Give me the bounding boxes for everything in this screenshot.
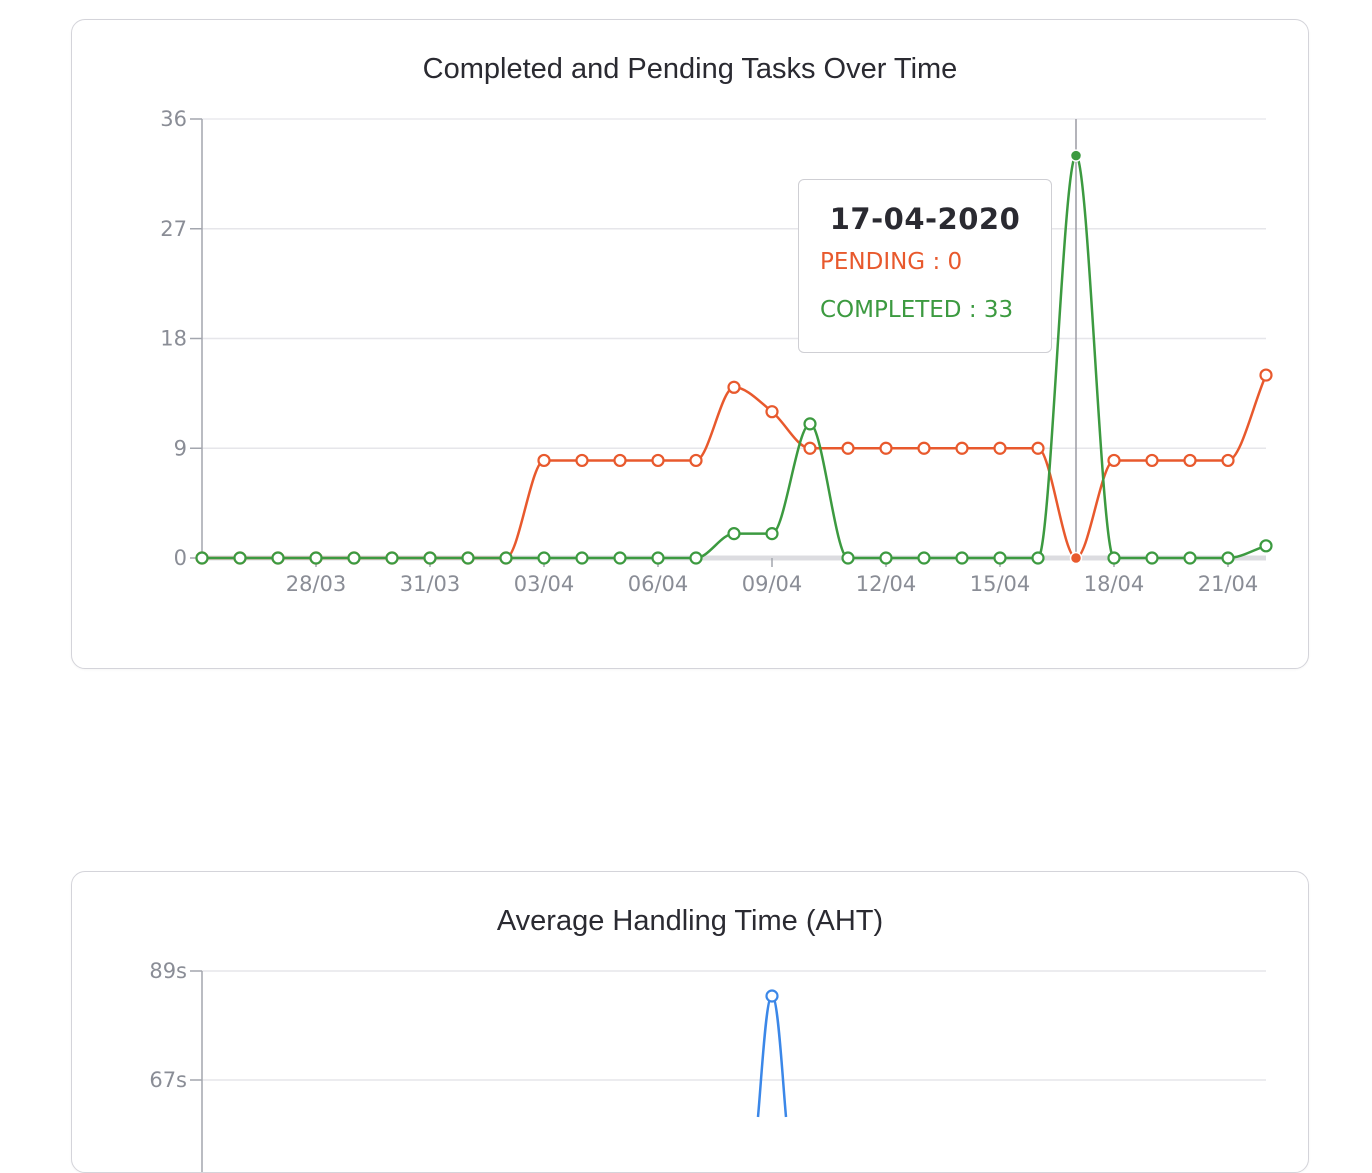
completed-point [233,551,247,565]
x-tick-label: 28/03 [286,572,347,596]
completed-point [309,551,323,565]
pending-point [879,441,893,455]
pending-point [651,453,665,468]
completed-point [993,551,1007,565]
completed-point [1031,551,1045,565]
pending-point [1031,441,1045,455]
pending-point [1145,453,1159,468]
tooltip-pending: PENDING : 0 [820,249,963,275]
y-tick-label: 18 [160,327,187,351]
y-tick-label: 0 [174,546,187,570]
x-tick-label: 31/03 [400,572,461,596]
completed-point [651,551,665,565]
aht-chart-card: Average Handling Time (AHT) 89s 67s [71,871,1309,1173]
completed-point [537,551,551,565]
completed-point [689,551,703,565]
x-tick-label: 18/04 [1084,572,1145,596]
x-tick-label: 15/04 [970,572,1031,596]
pending-point [727,380,741,394]
pending-point [803,441,817,455]
aht-line-chart[interactable]: 89s 67s [72,872,1308,1172]
pending-point [537,453,551,468]
completed-point [955,551,969,565]
completed-point [1069,149,1083,162]
chart-title: Average Handling Time (AHT) [496,905,884,937]
completed-point [1221,551,1235,565]
pending-point [1069,551,1083,565]
pending-point [955,441,969,455]
x-tick-label: 12/04 [856,572,917,596]
completed-point [499,551,513,565]
x-tick-label: 09/04 [742,572,803,596]
completed-point [385,551,399,565]
completed-point [461,551,475,565]
pending-point [993,441,1007,455]
completed-point [1145,551,1159,565]
completed-point [727,527,741,541]
completed-point [1107,551,1121,565]
pending-point [575,453,589,468]
completed-point [879,551,893,565]
pending-point [841,441,855,455]
completed-point [803,417,817,431]
pending-point [613,453,627,468]
completed-series-line [202,154,1267,560]
pending-point [917,441,931,455]
completed-point [917,551,931,565]
completed-point [1183,551,1197,565]
pending-point [1259,368,1273,382]
pending-point [689,453,703,468]
aht-series-line [756,994,788,1118]
y-tick-label: 27 [160,217,187,241]
y-tick-label: 89s [149,959,187,983]
x-tick-label: 21/04 [1198,572,1259,596]
completed-point [613,551,627,565]
y-tick-label: 36 [160,107,187,131]
y-tick-label: 9 [174,436,187,460]
x-tick-label: 03/04 [514,572,575,596]
completed-point [347,551,361,565]
chart-tooltip: 17-04-2020 PENDING : 0 COMPLETED : 33 [798,179,1052,353]
pending-point [1183,453,1197,468]
x-tick-label: 06/04 [628,572,689,596]
completed-point [841,551,855,565]
pending-point [1221,453,1235,468]
completed-point [423,551,437,565]
completed-point [1259,539,1273,553]
chart-title: Completed and Pending Tasks Over Time [422,53,958,85]
tooltip-completed: COMPLETED : 33 [820,297,1014,323]
pending-point [1107,453,1121,468]
completed-point [195,551,209,565]
completed-point [575,551,589,565]
y-tick-label: 67s [149,1068,187,1092]
completed-point [271,551,285,565]
tasks-line-chart[interactable]: 0 9 18 27 36 28/03 31/03 03/04 06/04 09/04 12/04 15… [72,20,1308,668]
pending-point [765,405,779,419]
aht-point [765,989,779,1003]
completed-point [765,527,779,541]
tooltip-date: 17-04-2020 [829,202,1021,236]
